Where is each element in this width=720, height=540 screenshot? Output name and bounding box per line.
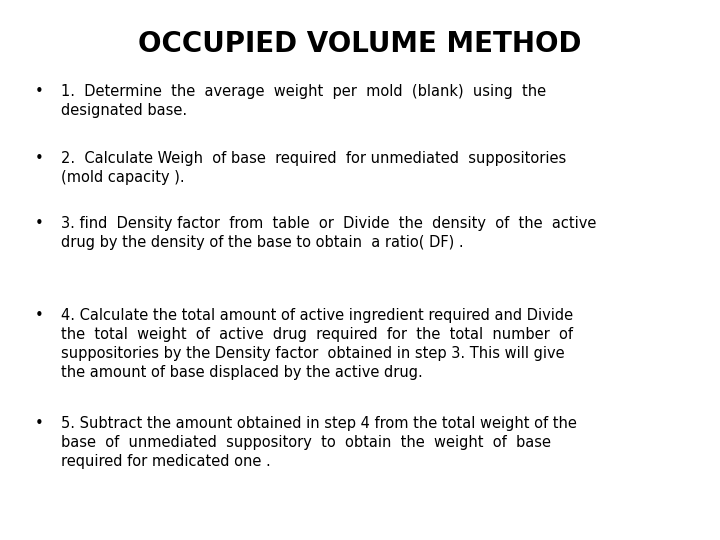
Text: •: • [35, 308, 44, 323]
Text: 4. Calculate the total amount of active ingredient required and Divide
the  tota: 4. Calculate the total amount of active … [61, 308, 573, 380]
Text: •: • [35, 216, 44, 231]
Text: •: • [35, 416, 44, 431]
Text: 3. find  Density factor  from  table  or  Divide  the  density  of  the  active
: 3. find Density factor from table or Div… [61, 216, 597, 250]
Text: OCCUPIED VOLUME METHOD: OCCUPIED VOLUME METHOD [138, 30, 582, 58]
Text: •: • [35, 151, 44, 166]
Text: •: • [35, 84, 44, 99]
Text: 2.  Calculate Weigh  of base  required  for unmediated  suppositories
(mold capa: 2. Calculate Weigh of base required for … [61, 151, 567, 185]
Text: 1.  Determine  the  average  weight  per  mold  (blank)  using  the
designated b: 1. Determine the average weight per mold… [61, 84, 546, 118]
Text: 5. Subtract the amount obtained in step 4 from the total weight of the
base  of : 5. Subtract the amount obtained in step … [61, 416, 577, 469]
